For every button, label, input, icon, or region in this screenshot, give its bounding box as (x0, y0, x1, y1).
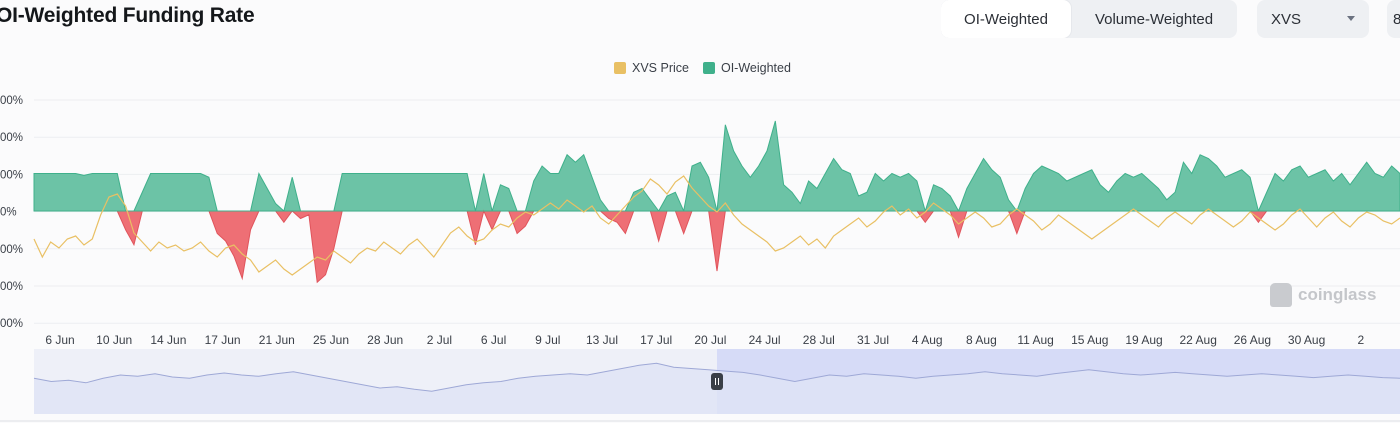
x-tick-label: 28 Jul (803, 333, 835, 347)
page-title: OI-Weighted Funding Rate (0, 4, 255, 27)
x-tick-label: 25 Jun (313, 333, 349, 347)
x-tick-label: 14 Jun (150, 333, 186, 347)
y-tick-label: 00% (0, 132, 23, 144)
legend-swatch-price (614, 62, 626, 74)
legend-label-oi: OI-Weighted (720, 61, 791, 75)
price-line (33, 175, 1400, 276)
watermark-text: coinglass (1298, 285, 1377, 304)
x-tick-label: 19 Aug (1125, 333, 1162, 347)
coinglass-watermark: coinglass (1270, 283, 1376, 307)
oi-negative-area (34, 209, 1400, 284)
x-tick-label: 28 Jun (367, 333, 403, 347)
tab-oi-weighted[interactable]: OI-Weighted (941, 0, 1071, 38)
x-tick-label: 15 Aug (1071, 333, 1108, 347)
x-tick-label: 22 Aug (1180, 333, 1217, 347)
y-tick-label: 00% (0, 244, 23, 256)
x-tick-label: 2 Jul (427, 333, 452, 347)
x-tick-label: 21 Jun (259, 333, 295, 347)
y-tick-label: 0% (0, 207, 17, 219)
symbol-select-value: XVS (1271, 10, 1302, 28)
chevron-down-icon (1347, 16, 1355, 21)
x-tick-label: 17 Jun (205, 333, 241, 347)
coinglass-logo-icon (1270, 283, 1292, 307)
x-tick-label: 26 Aug (1234, 333, 1271, 347)
x-tick-label: 31 Jul (857, 333, 889, 347)
chart-legend: XVS Price OI-Weighted (614, 61, 791, 75)
y-tick-label: 00% (0, 281, 23, 293)
x-tick-label: 6 Jul (481, 333, 506, 347)
x-tick-label: 17 Jul (640, 333, 672, 347)
y-tick-label: 00% (0, 318, 23, 330)
x-tick-label: 2 (1357, 333, 1364, 347)
navigator-line (33, 362, 1400, 392)
x-tick-label: 13 Jul (586, 333, 618, 347)
interval-select[interactable]: 8 (1387, 0, 1400, 38)
navigator-handle[interactable] (711, 373, 723, 390)
x-tick-label: 24 Jul (749, 333, 781, 347)
legend-label-price: XVS Price (632, 61, 689, 75)
legend-item-price[interactable]: XVS Price (614, 61, 689, 75)
x-tick-label: 9 Jul (535, 333, 560, 347)
y-tick-label: 00% (0, 169, 23, 181)
x-tick-label: 20 Jul (694, 333, 726, 347)
legend-swatch-oi (702, 62, 715, 74)
y-tick-label: 00% (0, 95, 23, 107)
x-tick-label: 8 Aug (966, 333, 997, 347)
weighting-toggle: OI-Weighted Volume-Weighted (941, 0, 1237, 38)
x-tick-label: 11 Aug (1017, 333, 1053, 347)
tab-volume-weighted[interactable]: Volume-Weighted (1094, 10, 1214, 28)
interval-select-value: 8 (1393, 10, 1400, 28)
oi-positive-area (33, 120, 1400, 213)
x-tick-label: 6 Jun (45, 333, 74, 347)
x-tick-label: 30 Aug (1288, 333, 1325, 347)
legend-item-oi[interactable]: OI-Weighted (702, 61, 791, 75)
symbol-select[interactable]: XVS (1257, 0, 1369, 38)
x-tick-label: 4 Aug (912, 333, 943, 347)
x-tick-label: 10 Jun (96, 333, 132, 347)
